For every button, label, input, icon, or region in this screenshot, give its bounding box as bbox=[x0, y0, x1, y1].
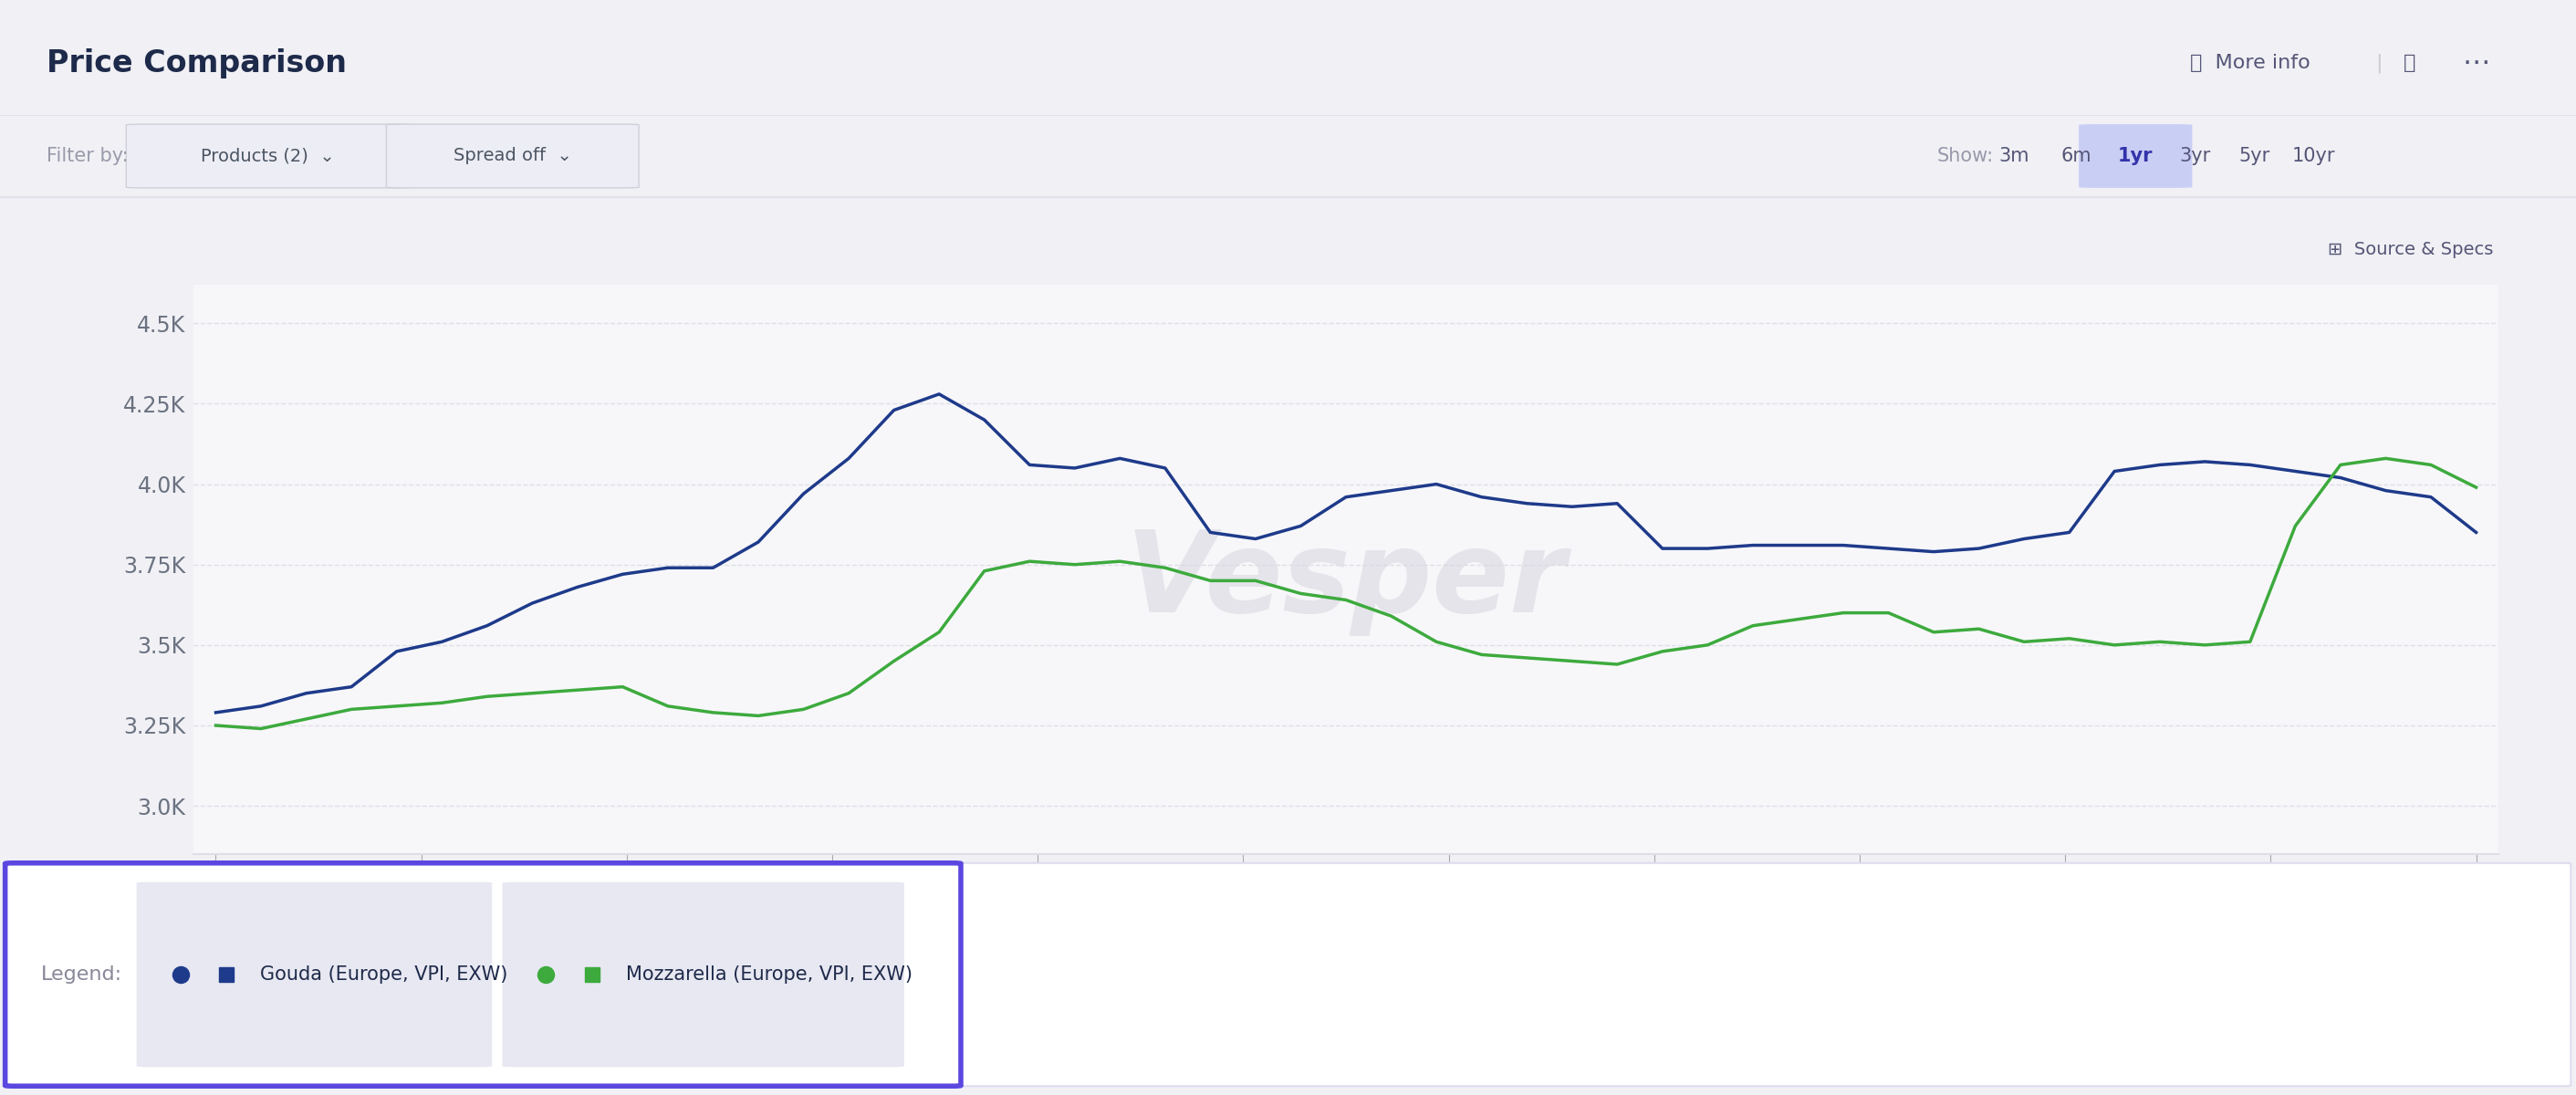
Text: ⎙: ⎙ bbox=[2403, 54, 2416, 72]
Text: Products (2)  ⌄: Products (2) ⌄ bbox=[201, 148, 335, 164]
Text: 10yr: 10yr bbox=[2293, 147, 2334, 165]
FancyBboxPatch shape bbox=[5, 863, 2571, 1086]
FancyBboxPatch shape bbox=[137, 883, 492, 1067]
Text: Spread off  ⌄: Spread off ⌄ bbox=[453, 148, 572, 164]
FancyBboxPatch shape bbox=[2079, 124, 2192, 188]
Text: 3m: 3m bbox=[1999, 147, 2030, 165]
Text: Show:: Show: bbox=[1937, 147, 1994, 165]
FancyBboxPatch shape bbox=[386, 124, 639, 188]
Text: |: | bbox=[2375, 54, 2383, 73]
Text: Price Comparison: Price Comparison bbox=[46, 48, 348, 78]
FancyBboxPatch shape bbox=[126, 124, 412, 188]
Text: Filter by:: Filter by: bbox=[46, 147, 129, 165]
Text: 3yr: 3yr bbox=[2179, 147, 2210, 165]
Text: Mozzarella (Europe, VPI, EXW): Mozzarella (Europe, VPI, EXW) bbox=[626, 966, 912, 983]
Text: ⊞  Source & Specs: ⊞ Source & Specs bbox=[2329, 241, 2494, 258]
Text: Vesper: Vesper bbox=[1126, 526, 1566, 636]
FancyBboxPatch shape bbox=[5, 863, 961, 1086]
FancyBboxPatch shape bbox=[502, 883, 904, 1067]
Text: 6m: 6m bbox=[2061, 147, 2092, 165]
Text: ⋯: ⋯ bbox=[2463, 50, 2491, 77]
Text: Legend:: Legend: bbox=[41, 966, 124, 983]
Text: 1yr: 1yr bbox=[2117, 147, 2154, 165]
Text: 5yr: 5yr bbox=[2239, 147, 2269, 165]
Text: ⓘ  More info: ⓘ More info bbox=[2190, 54, 2311, 72]
Text: Gouda (Europe, VPI, EXW): Gouda (Europe, VPI, EXW) bbox=[260, 966, 507, 983]
